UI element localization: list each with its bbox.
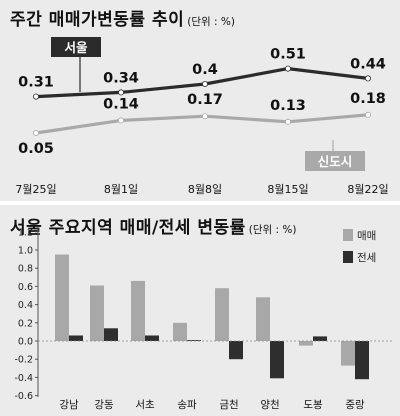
y-tick-label-3: 0.6 [18,282,33,293]
series-tag-sindosi [305,151,365,171]
data-point-seoul-1 [118,89,125,96]
bar-jeonse-2 [145,335,159,341]
y-tick-label-4: 0.4 [18,300,33,311]
bar-sale-2 [131,280,145,341]
data-point-seoul-2 [201,81,208,88]
value-label-sindosi-0: 0.05 [18,141,54,157]
data-point-seoul-4 [364,75,371,82]
x-tick-label-0: 7월25일 [15,182,56,196]
series-line-sindosi [35,113,369,135]
value-label-sindosi-4: 0.18 [350,91,386,107]
series-tag-sindosi-label: 신도시 [318,154,353,169]
category-label-6: 도봉 [303,399,323,411]
bar-sale-1 [90,285,104,341]
value-label-seoul-0: 0.31 [18,75,54,91]
legend-label-sale: 매매 [357,230,376,242]
value-label-seoul-4: 0.44 [350,56,386,72]
value-label-seoul-1: 0.34 [103,70,139,86]
bar-sale-5 [256,297,270,341]
bar-jeonse-1 [104,328,118,341]
data-point-sindosi-1 [118,117,125,124]
bar-jeonse-4 [229,341,243,360]
y-tick-label-7: -0.2 [14,355,33,366]
y-tick-label-1: 1.0 [18,246,33,257]
data-point-sindosi-2 [201,113,208,120]
value-label-seoul-3: 0.51 [270,47,306,63]
category-label-4: 금천 [219,399,238,411]
bar-sale-6 [299,341,313,346]
legend-label-jeonse: 전세 [357,252,376,264]
bar-jeonse-3 [187,340,201,341]
y-tick-label-8: -0.4 [14,373,33,384]
regional-bar-chart: 1.2 1.0 0.8 0.6 0.4 0.2 0.0 -0.2 -0.4 -0.6 강남 강동 서초 송… [14,227,392,411]
bar-sale-4 [215,288,229,341]
bar-sale-3 [173,322,187,341]
series-tag-seoul-label: 서울 [64,40,88,55]
x-tick-label-4: 8월22일 [347,182,388,196]
x-tick-label-2: 8월8일 [188,182,222,196]
y-tick-label-2: 0.8 [18,264,33,275]
category-label-5: 양천 [260,399,279,411]
data-point-seoul-3 [284,65,291,72]
regional-title-row: 서울 주요지역 매매/전세 변동률 (단위 : %) [10,213,297,238]
value-label-seoul-2: 0.4 [192,62,218,78]
x-tick-label-1: 8월1일 [104,182,138,196]
category-label-3: 송파 [177,399,197,411]
category-label-2: 서초 [135,399,155,411]
y-tick-label-0: 1.2 [18,227,33,238]
data-point-seoul-0 [33,93,40,100]
bar-jeonse-6 [313,336,327,341]
y-tick-label-6: 0.0 [18,337,33,348]
weekly-unit-label: (단위 : %) [187,16,235,28]
legend-swatch-jeonse [343,251,353,263]
bar-sale-0 [55,254,69,341]
x-tick-label-3: 8월15일 [267,182,308,196]
category-label-1: 강동 [94,399,114,411]
weekly-line-chart: 0.31 0.34 0.4 0.51 0.44 0.05 0.14 0.17 0.13 0.18 서… [15,37,389,196]
bar-jeonse-5 [270,341,284,379]
legend-swatch-sale [343,229,353,241]
regional-unit-label: (단위 : %) [248,224,297,236]
bar-sale-7 [341,341,355,366]
regional-chart-title: 서울 주요지역 매매/전세 변동률 [10,218,246,238]
data-point-sindosi-0 [33,129,40,136]
weekly-title-row: 주간 매매가변동률 추이 (단위 : %) [10,5,235,30]
bar-jeonse-0 [69,335,83,341]
y-tick-label-9: -0.6 [14,391,33,402]
value-label-sindosi-2: 0.17 [187,92,223,108]
value-label-sindosi-3: 0.13 [270,98,306,114]
data-point-sindosi-3 [284,118,291,125]
value-label-sindosi-1: 0.14 [103,96,139,112]
series-tag-seoul [51,37,101,57]
y-tick-label-5: 0.2 [18,318,33,329]
category-label-0: 강남 [59,399,79,411]
weekly-change-panel: 주간 매매가변동률 추이 (단위 : %) 0.31 0.34 0.4 0.51 0.44… [0,0,400,201]
weekly-chart-title: 주간 매매가변동률 추이 [10,10,185,30]
data-point-sindosi-4 [364,111,371,118]
regional-change-panel: 서울 주요지역 매매/전세 변동률 (단위 : %) 1.2 1.0 0.8 0.6 0.… [0,205,400,416]
bar-jeonse-7 [355,341,369,380]
category-label-7: 중랑 [345,399,365,411]
